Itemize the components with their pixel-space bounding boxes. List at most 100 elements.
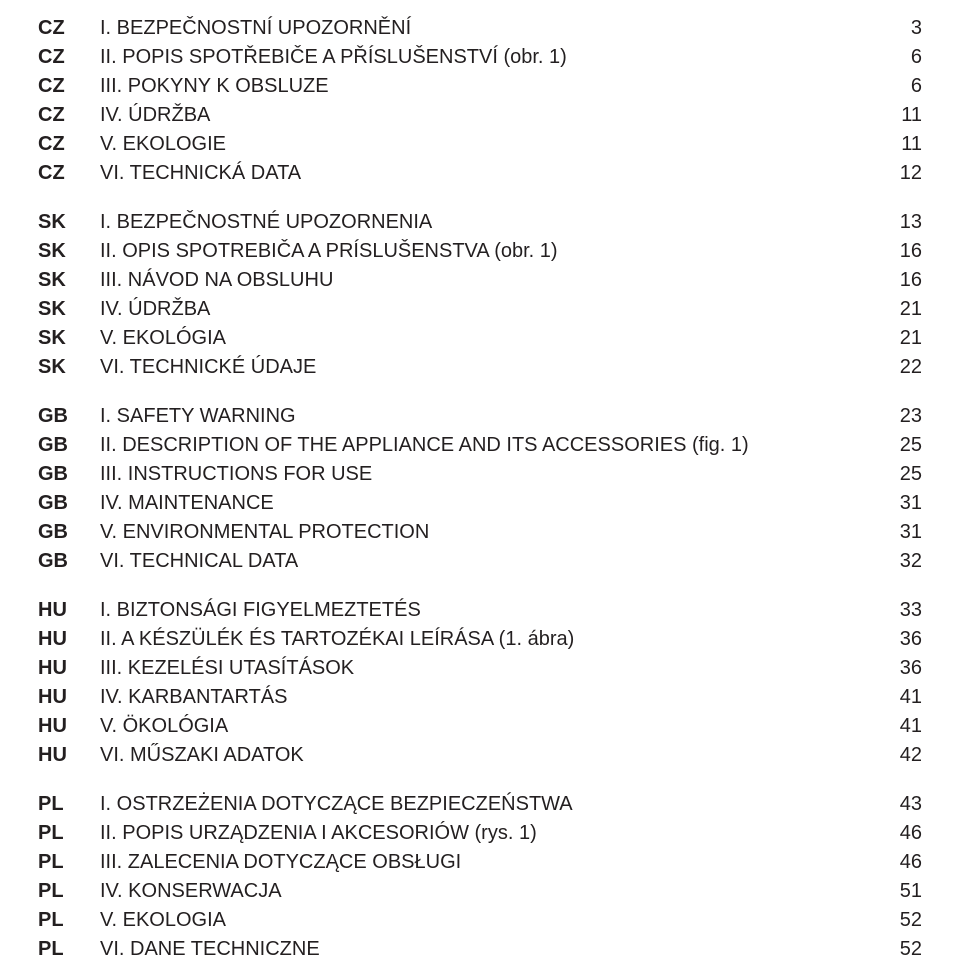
lang-code: GB	[38, 402, 100, 431]
toc-entry-page: 42	[882, 741, 922, 770]
toc-entry-label: II. OPIS SPOTREBIČA A PRÍSLUŠENSTVA (obr…	[100, 237, 882, 266]
toc-row: SKIV. ÚDRŽBA21	[38, 295, 922, 324]
toc-row: HUIII. KEZELÉSI UTASÍTÁSOK36	[38, 654, 922, 683]
toc-entry-page: 11	[882, 130, 922, 159]
lang-code: HU	[38, 625, 100, 654]
toc-entry-label: V. EKOLOGIE	[100, 130, 882, 159]
toc-section: HUI. BIZTONSÁGI FIGYELMEZTETÉS33HUII. A …	[38, 596, 922, 770]
lang-code: GB	[38, 518, 100, 547]
toc-section: PLI. OSTRZEŻENIA DOTYCZĄCE BEZPIECZEŃSTW…	[38, 790, 922, 964]
lang-code: GB	[38, 547, 100, 576]
lang-code: PL	[38, 819, 100, 848]
toc-entry-label: III. KEZELÉSI UTASÍTÁSOK	[100, 654, 882, 683]
lang-code: CZ	[38, 72, 100, 101]
toc-entry-page: 16	[882, 266, 922, 295]
lang-code: SK	[38, 237, 100, 266]
toc-entry-label: II. POPIS SPOTŘEBIČE A PŘÍSLUŠENSTVÍ (ob…	[100, 43, 882, 72]
lang-code: SK	[38, 324, 100, 353]
toc-entry-label: IV. KONSERWACJA	[100, 877, 882, 906]
toc-row: CZVI. TECHNICKÁ DATA12	[38, 159, 922, 188]
toc-row: HUII. A KÉSZÜLÉK ÉS TARTOZÉKAI LEÍRÁSA (…	[38, 625, 922, 654]
toc-entry-label: V. EKOLÓGIA	[100, 324, 882, 353]
lang-code: SK	[38, 353, 100, 382]
toc-entry-label: VI. TECHNICAL DATA	[100, 547, 882, 576]
toc-entry-page: 13	[882, 208, 922, 237]
lang-code: PL	[38, 848, 100, 877]
toc-section: CZI. BEZPEČNOSTNÍ UPOZORNĚNÍ3CZII. POPIS…	[38, 14, 922, 188]
toc-entry-page: 11	[882, 101, 922, 130]
toc-entry-label: VI. DANE TECHNICZNE	[100, 935, 882, 964]
toc-row: PLVI. DANE TECHNICZNE52	[38, 935, 922, 964]
lang-code: CZ	[38, 159, 100, 188]
toc-row: HUV. ÖKOLÓGIA41	[38, 712, 922, 741]
toc-entry-page: 36	[882, 625, 922, 654]
lang-code: GB	[38, 489, 100, 518]
lang-code: PL	[38, 906, 100, 935]
lang-code: GB	[38, 460, 100, 489]
toc-entry-label: III. INSTRUCTIONS FOR USE	[100, 460, 882, 489]
toc-entry-label: I. BEZPEČNOSTNÍ UPOZORNĚNÍ	[100, 14, 882, 43]
toc-entry-label: III. POKYNY K OBSLUZE	[100, 72, 882, 101]
toc-row: SKIII. NÁVOD NA OBSLUHU16	[38, 266, 922, 295]
toc-page: CZI. BEZPEČNOSTNÍ UPOZORNĚNÍ3CZII. POPIS…	[0, 0, 960, 923]
toc-row: PLIV. KONSERWACJA51	[38, 877, 922, 906]
toc-row: PLII. POPIS URZĄDZENIA I AKCESORIÓW (rys…	[38, 819, 922, 848]
lang-code: SK	[38, 295, 100, 324]
lang-code: PL	[38, 935, 100, 964]
toc-entry-page: 43	[882, 790, 922, 819]
toc-entry-label: VI. TECHNICKÁ DATA	[100, 159, 882, 188]
toc-entry-page: 21	[882, 324, 922, 353]
toc-row: HUIV. KARBANTARTÁS41	[38, 683, 922, 712]
toc-entry-label: V. EKOLOGIA	[100, 906, 882, 935]
toc-row: GBIII. INSTRUCTIONS FOR USE25	[38, 460, 922, 489]
lang-code: HU	[38, 683, 100, 712]
toc-entry-page: 23	[882, 402, 922, 431]
toc-entry-page: 12	[882, 159, 922, 188]
toc-entry-page: 6	[882, 72, 922, 101]
lang-code: CZ	[38, 43, 100, 72]
toc-entry-page: 51	[882, 877, 922, 906]
toc-row: CZIII. POKYNY K OBSLUZE6	[38, 72, 922, 101]
lang-code: SK	[38, 208, 100, 237]
toc-entry-label: V. ENVIRONMENTAL PROTECTION	[100, 518, 882, 547]
toc-entry-label: III. NÁVOD NA OBSLUHU	[100, 266, 882, 295]
lang-code: HU	[38, 741, 100, 770]
toc-row: PLIII. ZALECENIA DOTYCZĄCE OBSŁUGI46	[38, 848, 922, 877]
toc-row: PLV. EKOLOGIA52	[38, 906, 922, 935]
toc-entry-label: II. DESCRIPTION OF THE APPLIANCE AND ITS…	[100, 431, 882, 460]
toc-entry-label: IV. ÚDRŽBA	[100, 295, 882, 324]
toc-entry-label: VI. TECHNICKÉ ÚDAJE	[100, 353, 882, 382]
toc-entry-page: 41	[882, 683, 922, 712]
lang-code: GB	[38, 431, 100, 460]
lang-code: CZ	[38, 14, 100, 43]
toc-entry-label: V. ÖKOLÓGIA	[100, 712, 882, 741]
toc-section: GBI. SAFETY WARNING23GBII. DESCRIPTION O…	[38, 402, 922, 576]
toc-entry-page: 52	[882, 906, 922, 935]
toc-entry-page: 6	[882, 43, 922, 72]
toc-row: SKII. OPIS SPOTREBIČA A PRÍSLUŠENSTVA (o…	[38, 237, 922, 266]
lang-code: PL	[38, 790, 100, 819]
toc-section: SKI. BEZPEČNOSTNÉ UPOZORNENIA13SKII. OPI…	[38, 208, 922, 382]
toc-entry-label: II. POPIS URZĄDZENIA I AKCESORIÓW (rys. …	[100, 819, 882, 848]
toc-row: PLI. OSTRZEŻENIA DOTYCZĄCE BEZPIECZEŃSTW…	[38, 790, 922, 819]
toc-row: CZV. EKOLOGIE11	[38, 130, 922, 159]
toc-entry-label: I. SAFETY WARNING	[100, 402, 882, 431]
toc-entry-page: 46	[882, 848, 922, 877]
toc-entry-page: 36	[882, 654, 922, 683]
toc-entry-label: IV. ÚDRŽBA	[100, 101, 882, 130]
toc-entry-label: I. BIZTONSÁGI FIGYELMEZTETÉS	[100, 596, 882, 625]
toc-entry-page: 52	[882, 935, 922, 964]
toc-row: CZIV. ÚDRŽBA11	[38, 101, 922, 130]
toc-entry-label: IV. KARBANTARTÁS	[100, 683, 882, 712]
lang-code: HU	[38, 654, 100, 683]
toc-row: HUI. BIZTONSÁGI FIGYELMEZTETÉS33	[38, 596, 922, 625]
toc-row: HUVI. MŰSZAKI ADATOK42	[38, 741, 922, 770]
toc-entry-label: I. BEZPEČNOSTNÉ UPOZORNENIA	[100, 208, 882, 237]
lang-code: SK	[38, 266, 100, 295]
toc-entry-label: VI. MŰSZAKI ADATOK	[100, 741, 882, 770]
lang-code: HU	[38, 596, 100, 625]
lang-code: CZ	[38, 130, 100, 159]
toc-entry-page: 25	[882, 431, 922, 460]
lang-code: CZ	[38, 101, 100, 130]
toc-entry-page: 46	[882, 819, 922, 848]
